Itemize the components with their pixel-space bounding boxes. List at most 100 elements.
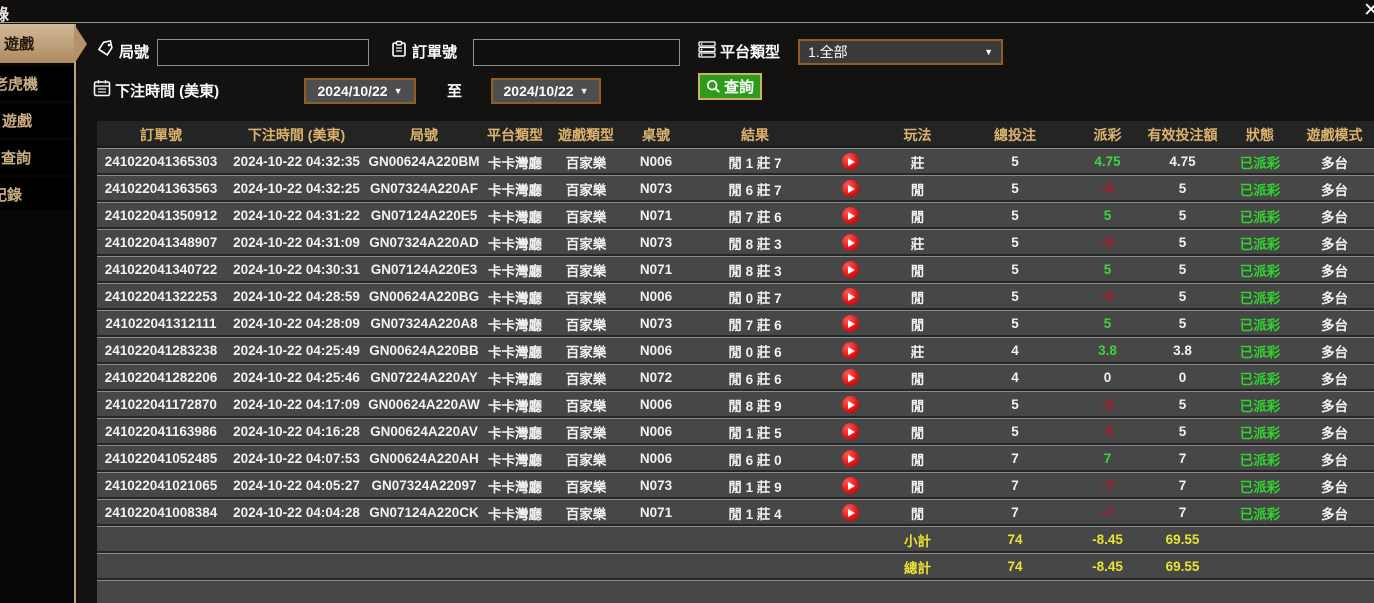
sidebar-tab-2[interactable]: 遊戲 — [0, 104, 74, 137]
cell-order-number: 241022041348907 — [104, 235, 218, 250]
cell-game-mode: 多台 — [1321, 479, 1348, 495]
search-button[interactable]: 查詢 — [698, 73, 762, 100]
cell-table-number: N072 — [639, 370, 673, 385]
cell-valid-bet: 5 — [1178, 262, 1187, 277]
cell-total-bet: 5 — [1011, 235, 1019, 250]
cell-play-method: 閒 — [910, 290, 925, 306]
cell-round-number: GN07124A220E5 — [370, 208, 478, 223]
sidebar-tab-label: 遊戲 — [2, 113, 33, 130]
platform-type-select[interactable]: 1.全部 ▼ — [798, 39, 1003, 65]
cell-game-mode: 多台 — [1321, 452, 1348, 468]
sidebar-tab-1[interactable]: 老虎機 — [0, 67, 74, 100]
subtotal-row-label: 小計 — [904, 533, 931, 549]
cell-total-bet: 5 — [1011, 154, 1019, 169]
window-title: 錄 — [0, 1, 9, 22]
cell-order-number: 241022041008384 — [104, 505, 218, 520]
replay-play-icon[interactable] — [841, 153, 859, 170]
cell-payout: -5 — [1101, 181, 1114, 196]
cell-total-bet: 5 — [1011, 181, 1019, 196]
cell-round-number: GN07324A220A8 — [370, 316, 478, 331]
cell-play-method: 閒 — [910, 182, 925, 198]
cell-platform-type: 卡卡灣廳 — [488, 452, 542, 468]
replay-play-icon[interactable] — [841, 396, 859, 413]
cell-replay — [820, 234, 880, 251]
replay-play-icon[interactable] — [841, 450, 859, 467]
cell-play-method: 莊 — [910, 236, 925, 252]
cell-bet-time: 2024-10-22 04:32:35 — [233, 154, 360, 169]
table-row: 241022041008384 2024-10-22 04:04:28 GN0712… — [97, 499, 1374, 526]
sidebar-tab-0[interactable]: 遊戲 — [0, 23, 87, 64]
sidebar-tab-3[interactable]: 查詢 — [0, 141, 74, 174]
replay-play-icon[interactable] — [841, 342, 859, 359]
replay-play-icon[interactable] — [841, 504, 859, 521]
cell-status: 已派彩 — [1239, 371, 1281, 387]
date-to-picker[interactable]: 2024/10/22 ▼ — [491, 78, 601, 104]
cell-round-number: GN07224A220AY — [370, 370, 478, 385]
cell-replay — [820, 450, 880, 467]
total-row-payout: -8.45 — [1092, 559, 1123, 574]
cell-play-method: 閒 — [910, 371, 925, 387]
replay-play-icon[interactable] — [841, 477, 859, 494]
cell-game-type: 百家樂 — [565, 506, 607, 522]
cell-total-bet: 5 — [1011, 316, 1019, 331]
cell-table-number: N073 — [639, 478, 673, 493]
cell-table-number: N073 — [639, 235, 673, 250]
replay-play-icon[interactable] — [841, 315, 859, 332]
table-row: 241022041021065 2024-10-22 04:05:27 GN0732… — [97, 472, 1374, 499]
replay-play-icon[interactable] — [841, 180, 859, 197]
replay-play-icon[interactable] — [841, 369, 859, 386]
round-number-label: 局號 — [119, 44, 150, 61]
cell-game-type: 百家樂 — [565, 344, 607, 360]
order-number-input[interactable] — [473, 39, 680, 66]
cell-bet-time: 2024-10-22 04:32:25 — [233, 181, 360, 196]
column-header-0: 訂單號 — [140, 126, 182, 143]
cell-order-number: 241022041052485 — [104, 451, 218, 466]
window-titlebar: 錄 ✕ — [0, 0, 1374, 23]
close-icon[interactable]: ✕ — [1363, 0, 1374, 22]
cell-round-number: GN07324A220AD — [369, 235, 479, 250]
cell-game-mode: 多台 — [1321, 209, 1348, 225]
replay-play-icon[interactable] — [841, 207, 859, 224]
cell-status: 已派彩 — [1239, 398, 1281, 414]
cell-table-number: N006 — [639, 397, 673, 412]
cell-replay — [820, 423, 880, 440]
replay-play-icon[interactable] — [841, 261, 859, 278]
cell-game-mode: 多台 — [1321, 155, 1348, 171]
cell-bet-time: 2024-10-22 04:05:27 — [233, 478, 360, 493]
cell-bet-time: 2024-10-22 04:28:09 — [233, 316, 360, 331]
replay-play-icon[interactable] — [841, 423, 859, 440]
cell-game-mode: 多台 — [1321, 425, 1348, 441]
cell-order-number: 241022041363563 — [104, 181, 218, 196]
cell-round-number: GN00624A220BB — [369, 343, 479, 358]
column-header-12: 狀態 — [1246, 126, 1274, 143]
sidebar-tab-4[interactable]: 記錄 — [0, 178, 74, 211]
cell-play-method: 閒 — [910, 317, 925, 333]
cell-table-number: N006 — [639, 451, 673, 466]
column-header-6: 結果 — [741, 126, 769, 143]
table-row: 241022041363563 2024-10-22 04:32:25 GN0732… — [97, 175, 1374, 202]
cell-valid-bet: 5 — [1178, 397, 1187, 412]
replay-play-icon[interactable] — [841, 288, 859, 305]
date-from-picker[interactable]: 2024/10/22 ▼ — [304, 78, 416, 104]
cell-total-bet: 5 — [1011, 424, 1019, 439]
table-row: 241022041163986 2024-10-22 04:16:28 GN0062… — [97, 418, 1374, 445]
cell-order-number: 241022041282206 — [104, 370, 218, 385]
round-number-input[interactable] — [157, 39, 369, 66]
cell-platform-type: 卡卡灣廳 — [488, 236, 542, 252]
cell-table-number: N006 — [639, 289, 673, 304]
replay-play-icon[interactable] — [841, 234, 859, 251]
cell-game-type: 百家樂 — [565, 425, 607, 441]
cell-game-type: 百家樂 — [565, 371, 607, 387]
cell-order-number: 241022041322253 — [104, 289, 218, 304]
cell-table-number: N071 — [639, 208, 673, 223]
cell-payout: 5 — [1103, 208, 1112, 223]
cell-payout: -5 — [1101, 397, 1114, 412]
column-header-13: 遊戲模式 — [1306, 126, 1363, 143]
cell-valid-bet: 5 — [1178, 208, 1187, 223]
cell-play-method: 閒 — [910, 479, 925, 495]
cell-bet-time: 2024-10-22 04:25:49 — [233, 343, 360, 358]
cell-platform-type: 卡卡灣廳 — [488, 290, 542, 306]
cell-round-number: GN07324A220AF — [369, 181, 479, 196]
cell-game-type: 百家樂 — [565, 398, 607, 414]
cell-platform-type: 卡卡灣廳 — [488, 182, 542, 198]
